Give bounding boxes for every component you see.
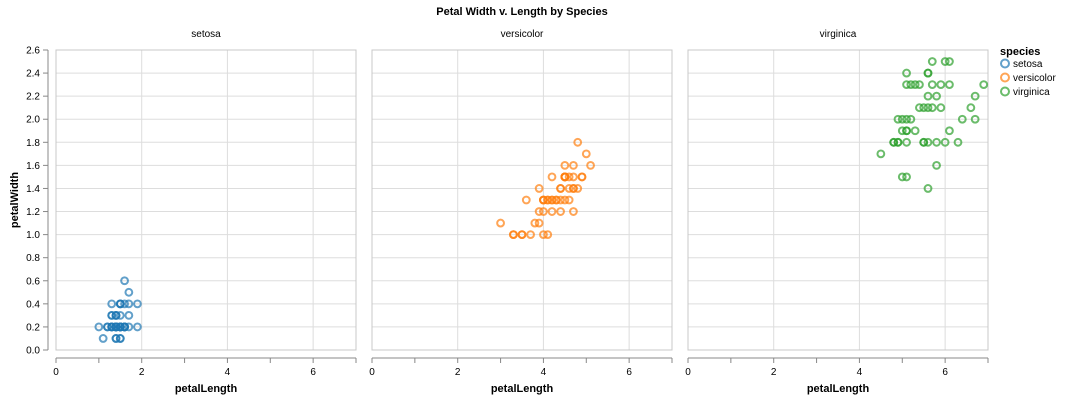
x-tick-label: 6 xyxy=(310,367,316,378)
y-tick-label: 2.0 xyxy=(26,115,40,126)
point-setosa xyxy=(125,312,132,319)
x-axis-title: petalLength xyxy=(807,383,870,395)
y-tick-label: 0.8 xyxy=(26,253,40,264)
y-tick-label: 1.2 xyxy=(26,207,40,218)
point-virginica xyxy=(937,81,944,88)
x-tick-label: 6 xyxy=(626,367,632,378)
x-tick-label: 4 xyxy=(541,367,547,378)
y-tick-label: 0.4 xyxy=(26,299,40,310)
point-setosa xyxy=(100,335,107,342)
y-axis-title: petalWidth xyxy=(9,172,21,228)
facet-panel-versicolor: versicolor 0 2 4 6 petalLength xyxy=(369,29,672,395)
legend-label-virginica: virginica xyxy=(1013,87,1050,98)
point-virginica xyxy=(912,127,919,134)
point-virginica xyxy=(946,127,953,134)
point-virginica xyxy=(929,58,936,65)
x-tick-label: 2 xyxy=(771,367,777,378)
facet-panels: setosa 0 2 4 6 petalLength 0.0 0.2 0.4 0.6 0.8 1.0 1… xyxy=(26,29,988,395)
point-virginica xyxy=(946,81,953,88)
chart-title: Petal Width v. Length by Species xyxy=(436,6,607,18)
facet-label-versicolor: versicolor xyxy=(501,29,544,40)
point-virginica xyxy=(967,104,974,111)
legend: species setosa versicolor virginica xyxy=(1000,46,1056,98)
x-tick-label: 6 xyxy=(942,367,948,378)
legend-symbol-versicolor xyxy=(1001,74,1009,82)
x-axis-title: petalLength xyxy=(175,383,238,395)
facet-label-setosa: setosa xyxy=(191,29,221,40)
legend-symbol-virginica xyxy=(1001,88,1009,96)
y-tick-label: 1.6 xyxy=(26,161,40,172)
x-tick-label: 0 xyxy=(53,367,59,378)
legend-label-setosa: setosa xyxy=(1013,59,1043,70)
facet-panel-setosa: setosa 0 2 4 6 petalLength 0.0 0.2 0.4 0.6 0.8 1.0 1… xyxy=(26,29,356,395)
x-tick-label: 2 xyxy=(455,367,461,378)
x-tick-label: 2 xyxy=(139,367,145,378)
plot-frame xyxy=(56,50,356,350)
point-virginica xyxy=(980,81,987,88)
legend-title: species xyxy=(1000,46,1040,58)
point-virginica xyxy=(937,104,944,111)
x-tick-label: 0 xyxy=(685,367,691,378)
point-virginica xyxy=(929,81,936,88)
x-axis-title: petalLength xyxy=(491,383,554,395)
x-tick-label: 4 xyxy=(857,367,863,378)
y-tick-label: 2.2 xyxy=(26,92,40,103)
facet-label-virginica: virginica xyxy=(820,29,857,40)
point-versicolor xyxy=(583,150,590,157)
facet-panel-virginica: virginica 0 2 4 6 petalLength xyxy=(685,29,988,395)
legend-label-versicolor: versicolor xyxy=(1013,73,1056,84)
y-tick-label: 0.6 xyxy=(26,276,40,287)
y-tick-label: 1.0 xyxy=(26,230,40,241)
point-setosa xyxy=(125,289,132,296)
point-versicolor xyxy=(549,174,556,181)
y-tick-label: 1.4 xyxy=(26,184,40,195)
y-tick-label: 2.4 xyxy=(26,69,40,80)
y-tick-label: 2.6 xyxy=(26,46,40,57)
x-tick-label: 4 xyxy=(225,367,231,378)
y-tick-label: 1.8 xyxy=(26,138,40,149)
point-versicolor xyxy=(523,197,530,204)
legend-symbol-setosa xyxy=(1001,60,1009,68)
y-tick-label: 0.2 xyxy=(26,322,40,333)
point-versicolor xyxy=(497,220,504,227)
point-virginica xyxy=(877,150,884,157)
y-tick-label: 0.0 xyxy=(26,346,40,357)
point-versicolor xyxy=(579,174,586,181)
x-tick-label: 0 xyxy=(369,367,375,378)
plot-frame xyxy=(688,50,988,350)
